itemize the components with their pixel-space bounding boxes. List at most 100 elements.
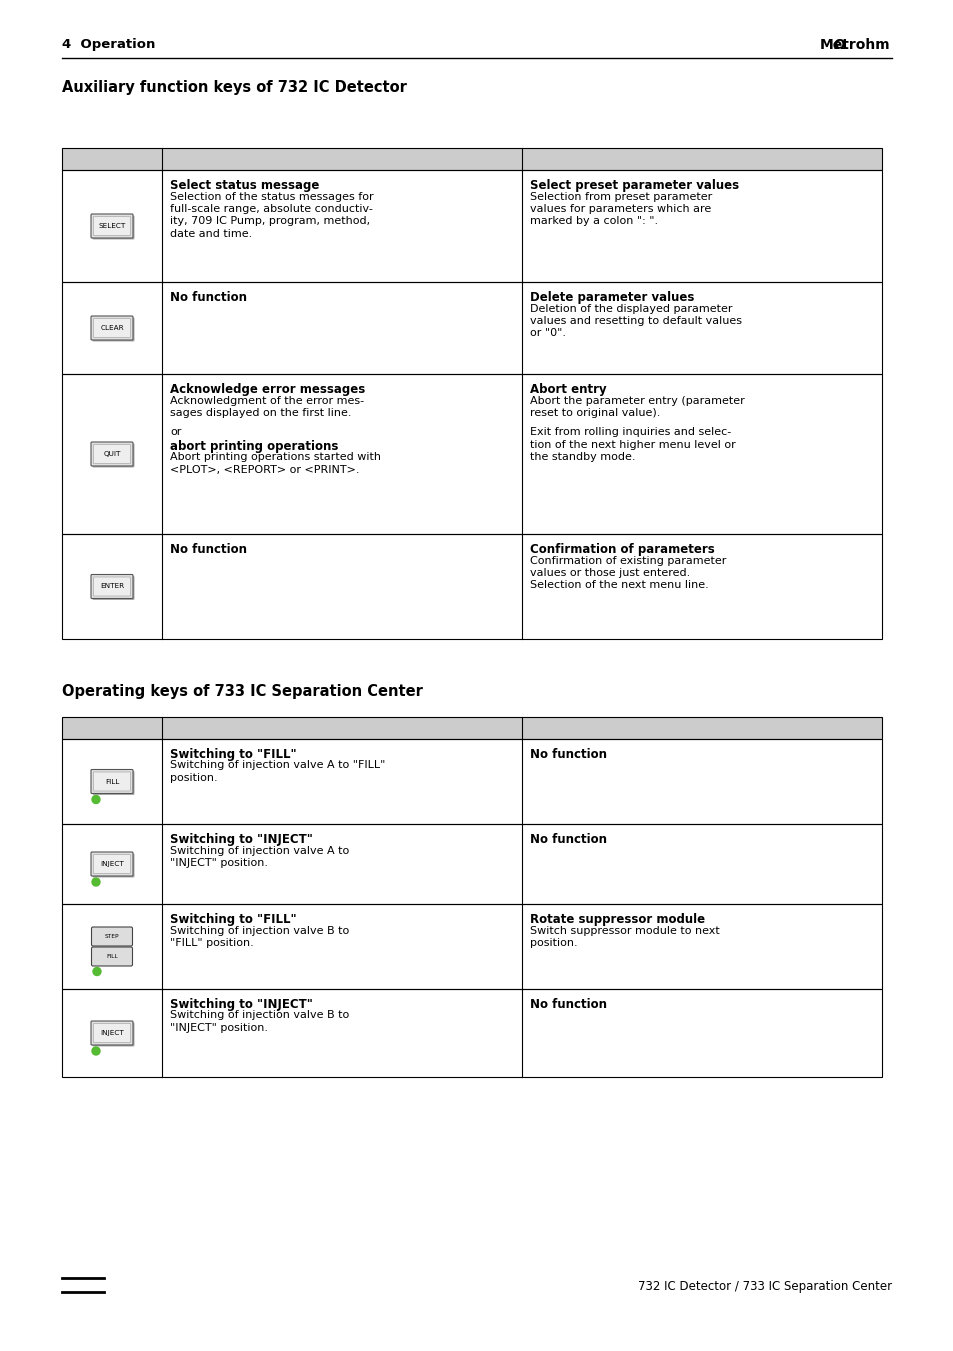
Bar [62,170,882,282]
Bar [62,904,882,989]
FancyBboxPatch shape [91,442,132,466]
Bar [62,989,882,1077]
Text: Abort entry: Abort entry [530,382,606,396]
Bar [62,717,882,739]
Text: Acknowledgment of the error mes-: Acknowledgment of the error mes- [170,396,364,405]
Text: Delete parameter values: Delete parameter values [530,290,694,304]
FancyBboxPatch shape [92,576,134,600]
FancyBboxPatch shape [92,854,134,878]
Text: values or those just entered.: values or those just entered. [530,567,690,578]
FancyBboxPatch shape [92,1023,134,1047]
Text: Switching to "INJECT": Switching to "INJECT" [170,834,313,846]
FancyBboxPatch shape [93,577,131,596]
Text: tion of the next higher menu level or: tion of the next higher menu level or [530,440,735,450]
FancyBboxPatch shape [93,319,131,338]
FancyBboxPatch shape [91,852,132,875]
Text: No function: No function [170,543,247,557]
Text: INJECT: INJECT [100,861,124,867]
Text: No function: No function [530,834,606,846]
Text: INJECT: INJECT [100,1029,124,1036]
Text: Select status message: Select status message [170,178,319,192]
Text: "INJECT" position.: "INJECT" position. [170,1023,268,1034]
Text: Deletion of the displayed parameter: Deletion of the displayed parameter [530,304,732,313]
Text: Exit from rolling inquiries and selec-: Exit from rolling inquiries and selec- [530,427,731,438]
Text: Metrohm: Metrohm [819,38,889,51]
Bar [62,374,882,534]
Bar [62,904,882,989]
FancyBboxPatch shape [91,1021,132,1046]
Bar [62,170,882,282]
Text: Auxiliary function keys of 732 IC Detector: Auxiliary function keys of 732 IC Detect… [62,80,406,95]
Text: full-scale range, absolute conductiv-: full-scale range, absolute conductiv- [170,204,373,213]
Text: abort printing operations: abort printing operations [170,440,338,453]
Text: <PLOT>, <REPORT> or <PRINT>.: <PLOT>, <REPORT> or <PRINT>. [170,465,359,474]
Text: reset to original value).: reset to original value). [530,408,659,417]
Bar [62,282,882,374]
Bar [62,149,882,170]
Bar [62,149,882,170]
Text: No function: No function [530,748,606,761]
Text: Abort printing operations started with: Abort printing operations started with [170,453,380,462]
Bar [62,534,882,639]
Text: Select preset parameter values: Select preset parameter values [530,178,739,192]
FancyBboxPatch shape [93,444,131,463]
Text: Switching of injection valve A to: Switching of injection valve A to [170,846,349,855]
Bar [62,282,882,374]
Circle shape [92,967,101,975]
Text: date and time.: date and time. [170,230,252,239]
Text: or: or [170,427,181,438]
Bar [62,739,882,824]
Circle shape [91,878,100,886]
Text: Switching to "FILL": Switching to "FILL" [170,913,296,925]
Text: "FILL" position.: "FILL" position. [170,938,253,948]
FancyBboxPatch shape [92,317,134,342]
FancyBboxPatch shape [91,770,132,793]
Text: Operating keys of 733 IC Separation Center: Operating keys of 733 IC Separation Cent… [62,684,422,698]
FancyBboxPatch shape [92,443,134,467]
Text: Acknowledge error messages: Acknowledge error messages [170,382,365,396]
Text: STEP: STEP [105,934,119,939]
Text: ENTER: ENTER [100,584,124,589]
Text: Switching of injection valve A to "FILL": Switching of injection valve A to "FILL" [170,761,385,770]
Text: Rotate suppressor module: Rotate suppressor module [530,913,704,925]
FancyBboxPatch shape [93,1024,131,1043]
Text: marked by a colon ": ".: marked by a colon ": ". [530,216,658,227]
FancyBboxPatch shape [91,947,132,966]
Text: or "0".: or "0". [530,328,565,339]
Text: position.: position. [170,773,217,784]
Bar [62,534,882,639]
FancyBboxPatch shape [91,213,132,238]
Bar [62,374,882,534]
Text: position.: position. [530,938,577,948]
Text: Confirmation of parameters: Confirmation of parameters [530,543,714,557]
Text: QUIT: QUIT [103,451,121,457]
FancyBboxPatch shape [91,316,132,340]
Text: Switch suppressor module to next: Switch suppressor module to next [530,925,719,935]
Text: Switching to "INJECT": Switching to "INJECT" [170,998,313,1011]
FancyBboxPatch shape [92,771,134,794]
Bar [62,739,882,824]
Text: sages displayed on the first line.: sages displayed on the first line. [170,408,351,417]
Text: Confirmation of existing parameter: Confirmation of existing parameter [530,555,725,566]
Text: the standby mode.: the standby mode. [530,453,635,462]
Text: Selection from preset parameter: Selection from preset parameter [530,192,712,201]
Text: Switching of injection valve B to: Switching of injection valve B to [170,925,349,935]
Text: FILL: FILL [106,954,117,959]
Text: "INJECT" position.: "INJECT" position. [170,858,268,867]
FancyBboxPatch shape [93,854,131,874]
Text: values and resetting to default values: values and resetting to default values [530,316,741,326]
FancyBboxPatch shape [91,927,132,946]
Bar [62,717,882,739]
Circle shape [91,1047,100,1055]
Text: 732 IC Detector / 733 IC Separation Center: 732 IC Detector / 733 IC Separation Cent… [638,1279,891,1293]
Text: CLEAR: CLEAR [100,326,124,331]
Bar [62,824,882,904]
Circle shape [91,796,100,804]
FancyBboxPatch shape [91,574,132,598]
Text: Switching of injection valve B to: Switching of injection valve B to [170,1011,349,1020]
Text: ity, 709 IC Pump, program, method,: ity, 709 IC Pump, program, method, [170,216,370,227]
Bar [62,989,882,1077]
Text: FILL: FILL [105,778,119,785]
Text: Selection of the status messages for: Selection of the status messages for [170,192,374,201]
Text: SELECT: SELECT [98,223,126,230]
